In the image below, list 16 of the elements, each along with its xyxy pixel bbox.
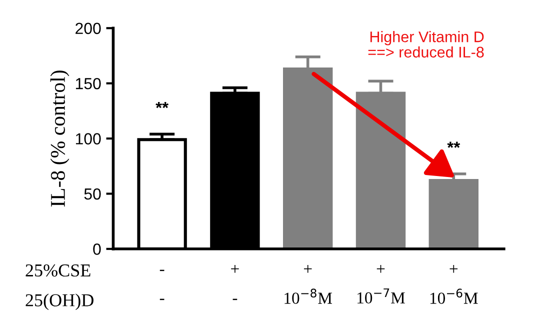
category-label: + - [231,264,239,300]
category-label: + 10$^{−8}$M [284,264,332,304]
y-tick-label: 150 [76,78,101,90]
text: 25%CSE [26,264,90,277]
y-tick-label: 200 [76,22,101,34]
category-label: + 10$^{−6}$M [430,264,478,304]
annotation: ** [156,102,169,108]
annotation: ** [447,142,460,148]
annotation: Higher Vitamin D ==> reduced IL-8 [368,31,484,58]
category-label: + 10$^{−7}$M [358,264,405,304]
y-tick-label: 100 [76,133,101,144]
text: 25(OH)D [26,294,94,310]
y-axis-title: IL-8 (% control) [50,70,70,207]
y-tick-label: 0 [93,244,101,255]
category-label: - - [160,270,164,300]
y-tick-label: 50 [84,188,101,200]
